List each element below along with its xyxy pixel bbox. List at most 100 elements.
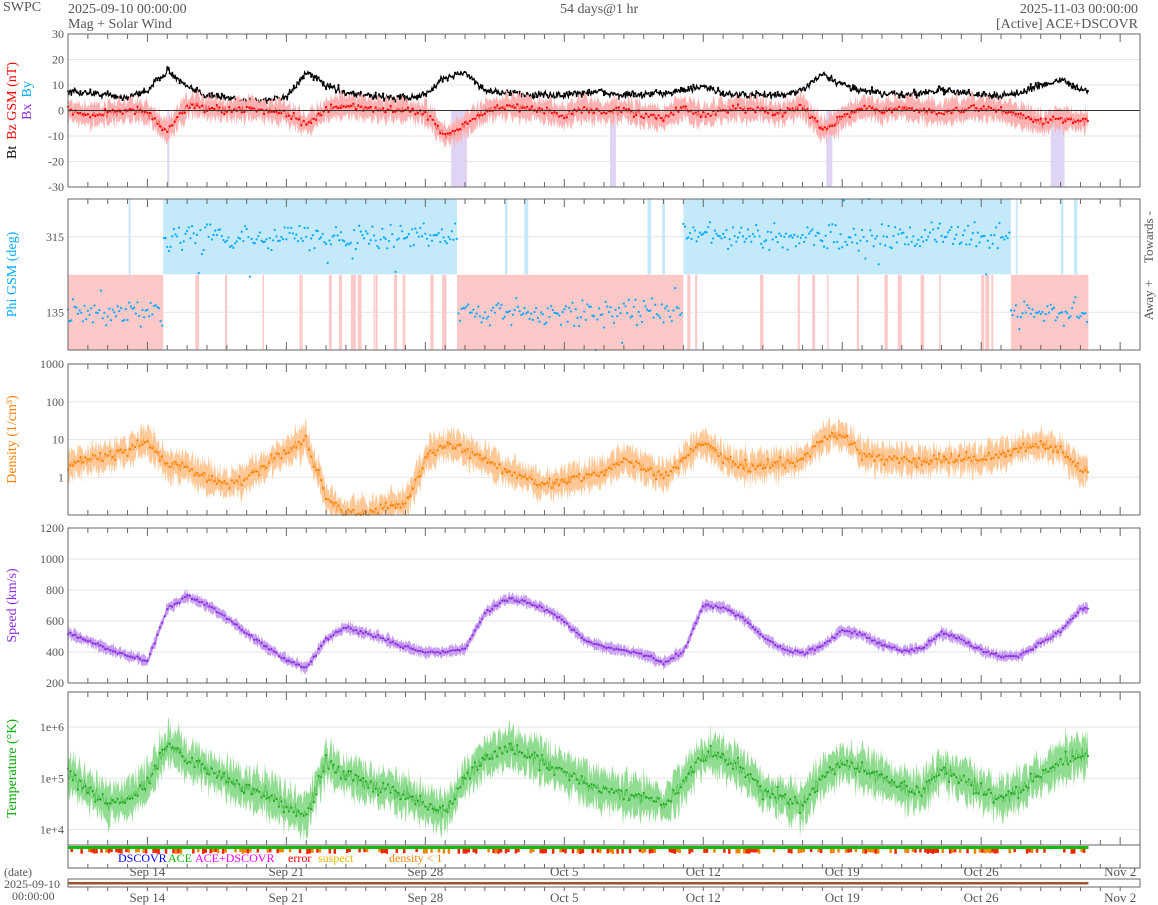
phi-point [1066,311,1069,315]
density-point [709,444,712,447]
bt-point [148,86,151,89]
bx-gap-band [826,110,833,187]
sector-label-away: Away + [1141,280,1156,320]
temperature-point [121,801,124,804]
bz-point [458,128,462,131]
speed-point [573,628,576,632]
bt-point [697,87,700,90]
phi-point [99,289,103,292]
sector-flip [1073,199,1078,275]
status-flag [514,849,518,854]
speed-point [967,641,970,644]
speed-point [458,649,462,652]
bz-point [863,104,866,107]
bz-point [374,106,377,109]
density-point [932,454,936,457]
phi-point [723,236,726,239]
density-point [1037,446,1040,449]
temperature-point [851,761,854,765]
phi-point [229,245,232,248]
speed-point [672,657,675,660]
bz-point [588,111,591,114]
y-tick-label: -30 [48,180,64,194]
density-point [642,468,645,471]
phi-point [434,233,437,237]
phi-point [301,239,305,243]
density-point [699,443,702,447]
phi-point [106,315,109,318]
temperature-point [704,759,707,762]
y-tick-label: 200 [46,676,64,690]
temperature-point [588,784,591,787]
status-flag [800,849,803,853]
bt-point [766,93,769,96]
status-flag [529,849,533,854]
bz-point [535,110,539,114]
phi-point [452,238,455,241]
phi-point [348,243,351,246]
bz-point [1052,115,1055,118]
density-point [362,512,365,515]
phi-point [635,324,639,327]
temperature-point [987,788,990,791]
status-flag [864,849,868,854]
speed-point [521,598,524,602]
phi-point [392,245,396,248]
temperature-point [563,770,566,773]
speed-point [257,639,261,642]
temperature-point [828,766,831,769]
speed-point [406,645,410,648]
phi-point [953,237,956,240]
temperature-point [786,802,789,805]
bz-point [136,105,139,108]
speed-point [151,646,154,649]
phi-point [569,310,573,313]
bz-point [359,105,362,108]
temperature-point [260,796,263,799]
speed-point [947,634,951,637]
y-axis-label: BtBz GSM (nT) [5,62,20,159]
bz-point [168,125,171,128]
phi-point [710,241,713,244]
temperature-point [1017,796,1020,800]
bz-point [982,105,985,108]
bz-point [213,107,216,111]
temperature-point [657,797,660,800]
temperature-point [424,805,427,808]
density-point [1009,454,1013,457]
bz-point [272,110,276,114]
y-tick-label: 1000 [40,357,64,371]
speed-point [920,647,923,650]
bz-point [1061,121,1065,124]
phi-point [520,313,523,317]
temperature-point [342,770,345,773]
bz-point [853,111,856,114]
bz-point [664,114,668,117]
bt-point [826,76,829,79]
density-point [764,466,767,470]
bt-point [86,92,89,95]
temperature-point [1066,763,1070,766]
bz-point [994,110,998,113]
y-tick-label: 1e+6 [40,720,64,734]
bz-point [756,106,759,109]
phi-point [882,235,885,238]
temperature-point [910,791,913,794]
speed-point [759,633,762,636]
temperature-point [441,804,444,807]
bz-point [146,111,149,115]
density-point [942,455,946,458]
speed-point [781,647,784,650]
phi-point [563,308,566,311]
phi-point [1062,324,1066,327]
speed-point [1027,650,1030,653]
bt-point [280,98,283,101]
phi-point [126,318,129,322]
bt-point [81,91,84,95]
temperature-point [662,802,665,805]
phi-point [184,232,187,235]
bt-point [679,86,683,89]
bt-point [516,90,519,94]
status-flag [738,849,741,854]
bz-point [647,115,650,118]
